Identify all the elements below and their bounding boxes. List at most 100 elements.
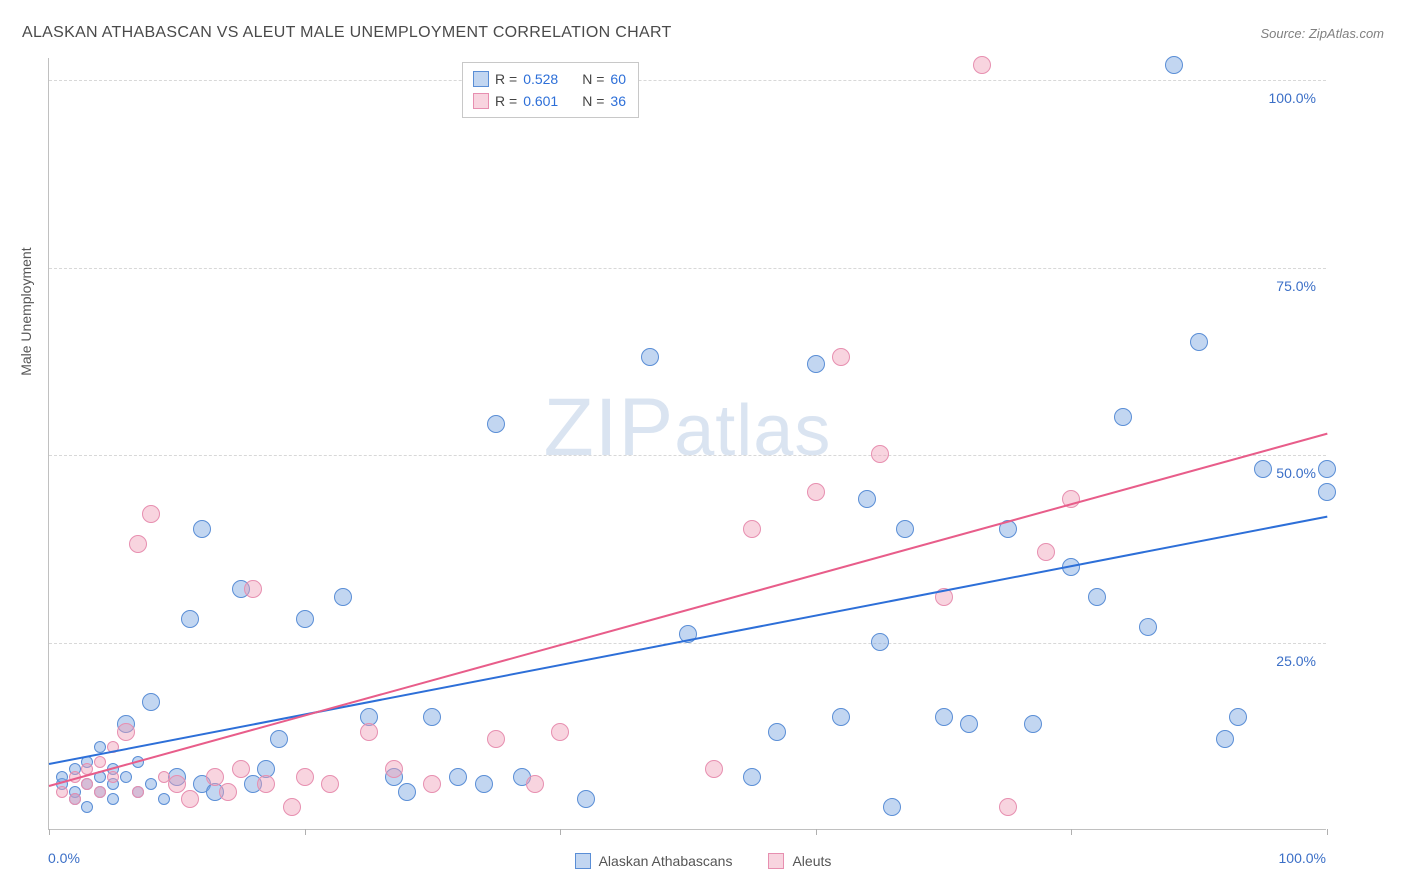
r-value: 0.601 xyxy=(523,93,558,109)
data-point xyxy=(181,610,199,628)
data-point xyxy=(1088,588,1106,606)
data-point xyxy=(385,760,403,778)
data-point xyxy=(244,580,262,598)
data-point xyxy=(883,798,901,816)
data-point xyxy=(423,775,441,793)
data-point xyxy=(69,793,81,805)
data-point xyxy=(107,793,119,805)
data-point xyxy=(973,56,991,74)
data-point xyxy=(449,768,467,786)
data-point xyxy=(807,483,825,501)
data-point xyxy=(107,771,119,783)
legend-swatch xyxy=(473,71,489,87)
x-tick xyxy=(560,829,561,835)
data-point xyxy=(94,786,106,798)
data-point xyxy=(807,355,825,373)
r-value: 0.528 xyxy=(523,71,558,87)
data-point xyxy=(526,775,544,793)
x-tick xyxy=(49,829,50,835)
data-point xyxy=(129,535,147,553)
data-point xyxy=(935,708,953,726)
data-point xyxy=(321,775,339,793)
y-tick-label: 75.0% xyxy=(1276,278,1316,294)
legend-swatch xyxy=(473,93,489,109)
legend-item: Aleuts xyxy=(768,853,831,869)
gridline xyxy=(49,268,1326,269)
data-point xyxy=(132,786,144,798)
y-tick-label: 100.0% xyxy=(1269,90,1316,106)
legend-stats-row: R =0.528N =60 xyxy=(473,68,626,90)
legend-stats-box: R =0.528N =60 R = 0.601 N = 36 xyxy=(462,62,639,118)
data-point xyxy=(181,790,199,808)
x-tick xyxy=(816,829,817,835)
data-point xyxy=(1318,460,1336,478)
x-tick xyxy=(1071,829,1072,835)
data-point xyxy=(296,610,314,628)
n-value: 36 xyxy=(610,93,626,109)
data-point xyxy=(283,798,301,816)
data-point xyxy=(1229,708,1247,726)
data-point xyxy=(81,801,93,813)
legend-label: Alaskan Athabascans xyxy=(599,853,733,869)
trend-line xyxy=(49,433,1328,787)
y-tick-label: 50.0% xyxy=(1276,465,1316,481)
data-point xyxy=(142,693,160,711)
data-point xyxy=(142,505,160,523)
data-point xyxy=(551,723,569,741)
data-point xyxy=(56,786,68,798)
data-point xyxy=(475,775,493,793)
data-point xyxy=(1216,730,1234,748)
x-tick xyxy=(1327,829,1328,835)
data-point xyxy=(743,520,761,538)
y-axis-label: Male Unemployment xyxy=(18,247,34,375)
n-value: 60 xyxy=(610,71,626,87)
data-point xyxy=(94,756,106,768)
data-point xyxy=(145,778,157,790)
data-point xyxy=(871,445,889,463)
data-point xyxy=(1139,618,1157,636)
data-point xyxy=(768,723,786,741)
gridline xyxy=(49,80,1326,81)
data-point xyxy=(1190,333,1208,351)
data-point xyxy=(1165,56,1183,74)
gridline xyxy=(49,455,1326,456)
x-tick-label-start: 0.0% xyxy=(48,850,80,866)
legend-swatch xyxy=(575,853,591,869)
legend-stats-row: R = 0.601 N = 36 xyxy=(473,90,626,112)
watermark: ZIPatlas xyxy=(544,381,832,475)
data-point xyxy=(168,775,186,793)
chart-container: ALASKAN ATHABASCAN VS ALEUT MALE UNEMPLO… xyxy=(0,0,1406,892)
data-point xyxy=(270,730,288,748)
data-point xyxy=(360,723,378,741)
data-point xyxy=(120,771,132,783)
data-point xyxy=(1318,483,1336,501)
data-point xyxy=(94,741,106,753)
data-point xyxy=(743,768,761,786)
data-point xyxy=(577,790,595,808)
data-point xyxy=(999,798,1017,816)
data-point xyxy=(81,778,93,790)
r-label: R = xyxy=(495,93,517,109)
n-label: N = xyxy=(582,93,604,109)
data-point xyxy=(871,633,889,651)
data-point xyxy=(487,415,505,433)
x-tick-label-end: 100.0% xyxy=(1279,850,1326,866)
data-point xyxy=(960,715,978,733)
data-point xyxy=(858,490,876,508)
plot-area: ZIPatlas 25.0%50.0%75.0%100.0% xyxy=(48,58,1326,830)
data-point xyxy=(219,783,237,801)
legend-item: Alaskan Athabascans xyxy=(575,853,733,869)
data-point xyxy=(398,783,416,801)
data-point xyxy=(257,775,275,793)
legend-series: Alaskan Athabascans Aleuts xyxy=(0,853,1406,872)
legend-label: Aleuts xyxy=(792,853,831,869)
data-point xyxy=(641,348,659,366)
x-tick xyxy=(305,829,306,835)
data-point xyxy=(117,723,135,741)
data-point xyxy=(1114,408,1132,426)
legend-swatch xyxy=(768,853,784,869)
data-point xyxy=(296,768,314,786)
data-point xyxy=(896,520,914,538)
data-point xyxy=(158,793,170,805)
data-point xyxy=(423,708,441,726)
